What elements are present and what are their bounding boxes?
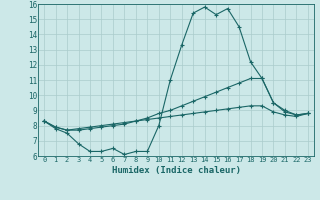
X-axis label: Humidex (Indice chaleur): Humidex (Indice chaleur) <box>111 166 241 175</box>
